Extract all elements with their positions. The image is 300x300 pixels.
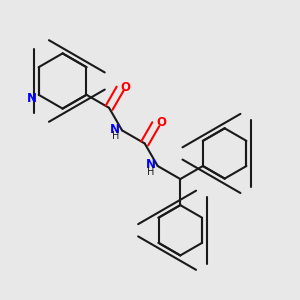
Text: H: H (147, 167, 155, 176)
Text: N: N (110, 123, 120, 136)
Text: O: O (156, 116, 166, 129)
Text: O: O (121, 81, 131, 94)
Text: H: H (112, 131, 119, 141)
Text: N: N (27, 92, 37, 105)
Text: N: N (146, 158, 156, 171)
